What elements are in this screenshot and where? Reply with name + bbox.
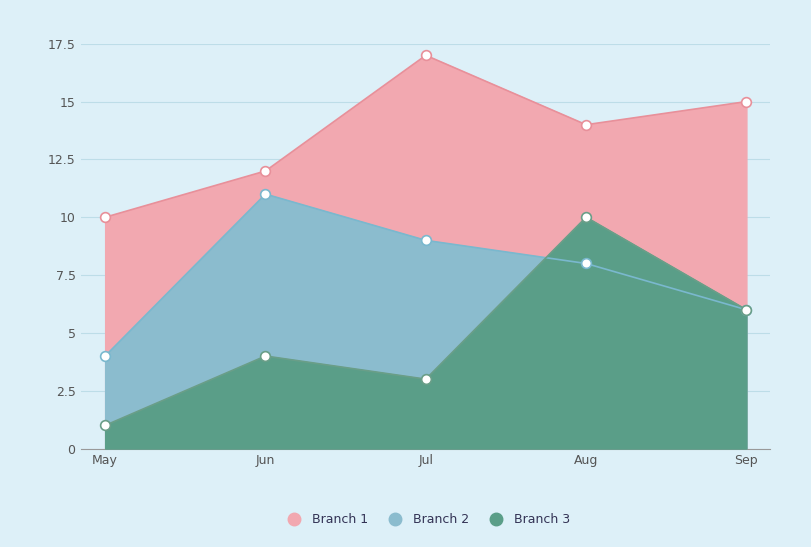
Legend: Branch 1, Branch 2, Branch 3: Branch 1, Branch 2, Branch 3 [277,508,575,531]
